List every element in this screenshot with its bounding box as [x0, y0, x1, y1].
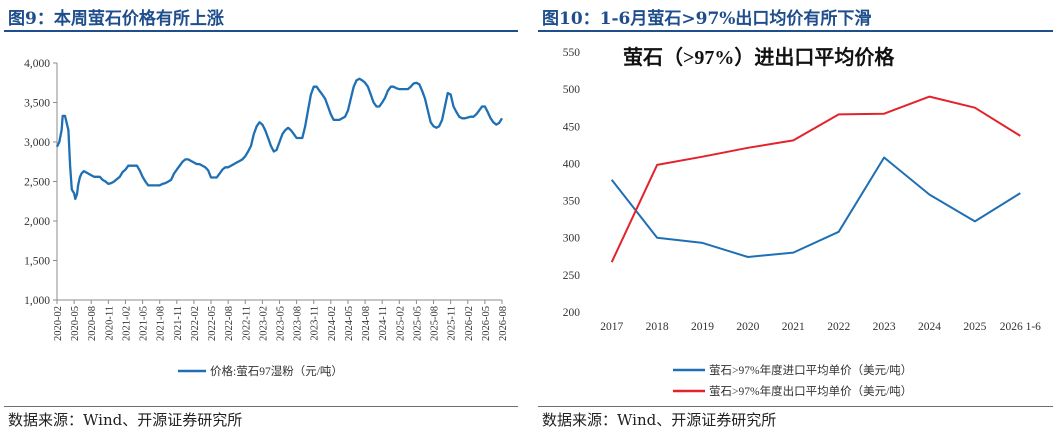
x-tick-label: 2026-08 — [498, 306, 509, 341]
y-tick-label: 4,000 — [24, 58, 50, 70]
x-tick-label: 2020-08 — [87, 306, 98, 341]
x-tick-label: 2022-08 — [224, 306, 235, 341]
y-tick-label: 3,000 — [24, 137, 50, 149]
right-title-rule — [538, 30, 1053, 32]
x-tick-label: 2023 — [873, 321, 896, 333]
x-tick-label: 2024 — [918, 321, 941, 333]
x-tick-label: 2023-08 — [293, 306, 304, 341]
y-tick-label: 3,500 — [24, 98, 50, 110]
y-tick-label: 500 — [563, 84, 581, 96]
y-tick-label: 300 — [563, 233, 581, 245]
x-tick-label: 2021-11 — [173, 306, 184, 341]
series-line-0 — [610, 156, 1021, 258]
legend-label: 价格:萤石97湿粉（元/吨） — [210, 364, 343, 378]
y-tick-label: 350 — [563, 196, 581, 208]
right-source-rule — [538, 406, 1053, 407]
x-tick-label: 2017 — [600, 321, 623, 333]
x-tick-label: 2022 — [827, 321, 850, 333]
x-tick-label: 2019 — [691, 321, 714, 333]
y-tick-label: 550 — [563, 47, 581, 59]
x-tick-label: 2021-02 — [121, 306, 132, 341]
y-tick-label: 1,500 — [24, 256, 50, 268]
left-panel-title: 图9：本周萤石价格有所上涨 — [8, 9, 224, 29]
x-tick-label: 2023-05 — [276, 306, 287, 341]
x-tick-label: 2025-02 — [395, 306, 406, 341]
y-tick-label: 1,000 — [24, 295, 50, 307]
x-tick-label: 2023-11 — [310, 306, 321, 341]
x-tick-label: 2018 — [646, 321, 669, 333]
y-tick-label: 2,000 — [24, 216, 50, 228]
x-tick-label: 2025-08 — [430, 306, 441, 341]
x-tick-label: 2026-05 — [481, 306, 492, 341]
x-tick-label: 2021 — [782, 321, 805, 333]
x-tick-label: 2022-05 — [207, 306, 218, 341]
series-line-1 — [610, 95, 1021, 263]
x-tick-label: 2024-05 — [344, 306, 355, 341]
left-title-rule — [4, 30, 518, 32]
right-source-note: 数据来源：Wind、开源证券研究所 — [542, 411, 777, 429]
legend-label-1: 萤石>97%年度出口平均单价（美元/吨） — [709, 384, 912, 398]
y-tick-label: 200 — [563, 307, 581, 319]
right-panel-title: 图10：1-6月萤石>97%出口均价有所下滑 — [542, 9, 872, 29]
x-tick-label: 2025-05 — [412, 306, 423, 341]
x-tick-label: 2022-02 — [190, 306, 201, 341]
x-tick-label: 2020-05 — [70, 306, 81, 341]
price-series-line — [55, 77, 503, 201]
x-tick-label: 2021-08 — [156, 306, 167, 341]
x-tick-label: 2026 1-6 — [1000, 321, 1041, 333]
y-tick-label: 450 — [563, 121, 581, 133]
left-source-note: 数据来源：Wind、开源证券研究所 — [8, 411, 243, 429]
left-source-rule — [4, 406, 518, 407]
y-tick-label: 2,500 — [24, 177, 50, 189]
x-tick-label: 2020-11 — [104, 306, 115, 341]
left-chart: 1,000 1,500 2,000 2,500 3,000 3,500 4,000 2020-… — [24, 58, 509, 378]
x-tick-label: 2024-11 — [378, 306, 389, 341]
right-chart: 200 250 300 350 400 450 500 550 2017 2018 2019 2020… — [563, 45, 1041, 398]
x-tick-label: 2020-02 — [53, 306, 64, 341]
chart-title: 萤石（>97%）进出口平均价格 — [623, 45, 895, 69]
x-tick-label: 2026-02 — [464, 306, 475, 341]
x-tick-label: 2020 — [736, 321, 759, 333]
x-tick-label: 2024-08 — [361, 306, 372, 341]
x-tick-label: 2022-11 — [241, 306, 252, 341]
x-tick-label: 2023-02 — [258, 306, 269, 341]
x-tick-label: 2024-02 — [327, 306, 338, 341]
x-tick-label: 2025 — [963, 321, 986, 333]
y-tick-label: 400 — [563, 158, 581, 170]
y-tick-label: 250 — [563, 270, 581, 282]
legend-label-0: 萤石>97%年度进口平均单价（美元/吨） — [709, 363, 912, 377]
x-tick-label: 2025-11 — [447, 306, 458, 341]
x-tick-label: 2021-05 — [139, 306, 150, 341]
